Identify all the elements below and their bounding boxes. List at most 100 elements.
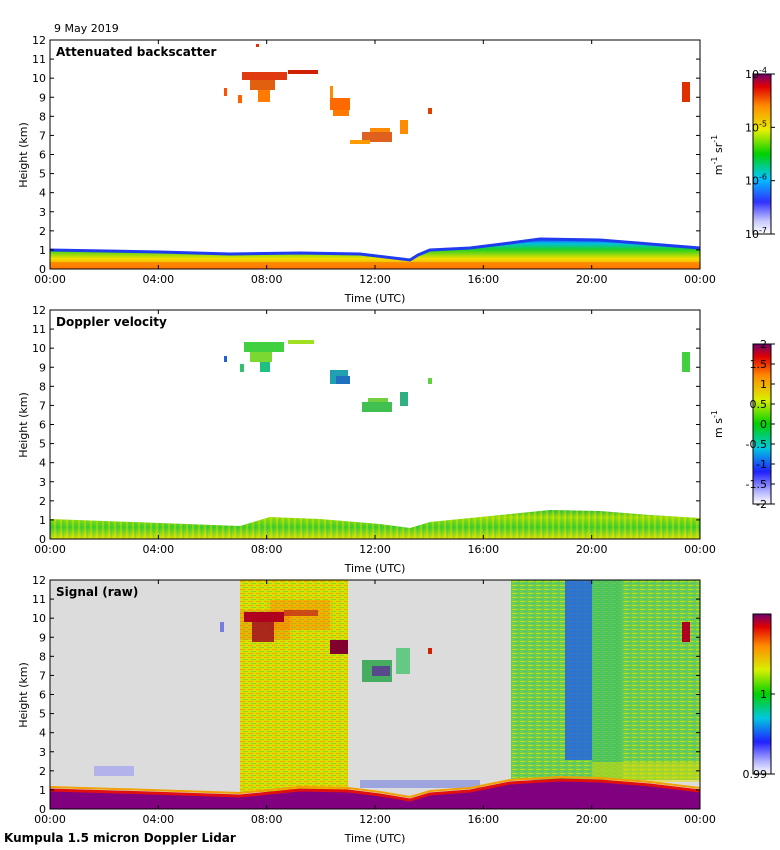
vel-colorbar-tick-label: -2 <box>756 498 767 511</box>
bs-y-tick-label: 5 <box>39 168 46 181</box>
vel-title: Doppler velocity <box>56 315 167 329</box>
sig-y-tick-label: 4 <box>39 727 46 740</box>
date-label: 9 May 2019 <box>54 22 119 35</box>
vel-x-tick-label: 16:00 <box>467 543 499 556</box>
vel-x-tick-label: 04:00 <box>142 543 174 556</box>
sig-ylabel: Height (km) <box>17 662 30 728</box>
sig-x-tick-label: 00:00 <box>684 813 716 826</box>
vel-cloud-right <box>682 352 690 372</box>
vel-colorbar-tick-label: 2 <box>760 338 767 351</box>
sig-title: Signal (raw) <box>56 585 138 599</box>
sig-y-tick-label: 9 <box>39 631 46 644</box>
vel-x-tick-label: 00:00 <box>34 543 66 556</box>
bs-cloud-right <box>682 82 690 102</box>
vel-y-tick-label: 0 <box>39 533 46 546</box>
bs-colorbar-tick-label: 10-6 <box>745 173 767 188</box>
bs-title: Attenuated backscatter <box>56 45 216 59</box>
vel-ylabel: Height (km) <box>17 392 30 458</box>
sig-y-tick-label: 1 <box>39 784 46 797</box>
bs-x-tick-label: 08:00 <box>251 273 283 286</box>
bs-cirrus <box>224 44 318 103</box>
sig-x-axis: 00:00 04:00 08:00 12:00 16:00 20:00 00:00 <box>34 580 716 826</box>
vel-colorbar-tick-label: -0.5 <box>746 438 767 451</box>
sig-x-tick-label: 00:00 <box>34 813 66 826</box>
bs-mid-cloud <box>350 108 432 144</box>
vel-colorbar-tick-label: -1 <box>756 458 767 471</box>
vel-colorbar-ticks: 2 1.5 1 0.5 0 -0.5 -1 -1.5 -2 <box>746 338 775 511</box>
vel-y-tick-label: 8 <box>39 380 46 393</box>
vel-xlabel: Time (UTC) <box>344 562 406 575</box>
vel-x-tick-label: 12:00 <box>359 543 391 556</box>
bs-ylabel: Height (km) <box>17 122 30 188</box>
sig-x-tick-label: 12:00 <box>359 813 391 826</box>
bs-xlabel: Time (UTC) <box>344 292 406 305</box>
vel-colorbar: 2 1.5 1 0.5 0 -0.5 -1 -1.5 -2 m s-1 <box>710 338 775 511</box>
bs-y-tick-label: 12 <box>32 34 46 47</box>
sig-y-tick-label: 10 <box>32 612 46 625</box>
bs-y-tick-label: 6 <box>39 149 46 162</box>
vel-y-tick-label: 6 <box>39 419 46 432</box>
bs-y-tick-label: 10 <box>32 72 46 85</box>
bs-boundary-layer <box>50 239 700 269</box>
bs-y-tick-label: 3 <box>39 206 46 219</box>
bs-colorbar-tick-label: 10-5 <box>745 119 767 134</box>
sig-y-tick-label: 11 <box>32 593 46 606</box>
bs-colorbar-ticks: 10-4 10-5 10-6 10-7 <box>745 66 775 241</box>
sig-colorbar-ticks: 10.99 <box>743 688 775 781</box>
vel-colorbar-tick-label: 1 <box>760 378 767 391</box>
sig-x-tick-label: 08:00 <box>251 813 283 826</box>
vel-y-tick-label: 4 <box>39 457 46 470</box>
vel-y-tick-label: 9 <box>39 361 46 374</box>
sig-y-tick-label: 3 <box>39 746 46 759</box>
bs-x-axis: 00:00 04:00 08:00 12:00 16:00 20:00 00:00 <box>34 40 716 286</box>
bs-y-tick-label: 11 <box>32 53 46 66</box>
bs-colorbar-unit: m-1 sr-1 <box>710 135 725 175</box>
vel-x-axis: 00:00 04:00 08:00 12:00 16:00 20:00 00:00 <box>34 310 716 556</box>
bs-falling-cloud <box>330 86 350 116</box>
bs-x-tick-label: 16:00 <box>467 273 499 286</box>
bs-x-tick-label: 20:00 <box>576 273 608 286</box>
bs-y-tick-label: 1 <box>39 244 46 257</box>
bs-y-tick-label: 2 <box>39 225 46 238</box>
sig-x-tick-label: 04:00 <box>142 813 174 826</box>
bs-boundary-layer-top <box>49 237 701 262</box>
vel-falling-cloud <box>330 370 350 384</box>
panel-velocity: Doppler velocity 00:00 04:00 08:00 12:00 16:… <box>17 304 775 575</box>
panel-backscatter: Attenuated backscatter 00:00 04:00 08:00 12… <box>17 34 775 305</box>
bs-y-tick-label: 4 <box>39 187 46 200</box>
bs-y-tick-label: 9 <box>39 91 46 104</box>
sig-y-tick-label: 2 <box>39 765 46 778</box>
vel-cirrus <box>224 340 314 372</box>
bs-y-tick-label: 7 <box>39 129 46 142</box>
vel-y-tick-label: 1 <box>39 514 46 527</box>
vel-colorbar-tick-label: 0 <box>760 418 767 431</box>
bs-y-tick-label: 0 <box>39 263 46 276</box>
vel-colorbar-tick-label: 0.5 <box>750 398 768 411</box>
vel-y-tick-label: 11 <box>32 323 46 336</box>
sig-y-tick-label: 7 <box>39 669 46 682</box>
vel-data <box>50 340 700 539</box>
vel-colorbar-unit: m s-1 <box>710 410 725 438</box>
vel-x-tick-label: 20:00 <box>576 543 608 556</box>
bs-colorbar: 10-4 10-5 10-6 10-7 m-1 sr-1 <box>710 66 775 241</box>
footer-label: Kumpula 1.5 micron Doppler Lidar <box>4 831 236 845</box>
bs-x-tick-label: 04:00 <box>142 273 174 286</box>
bs-colorbar-tick-label: 10-4 <box>745 66 767 81</box>
vel-y-tick-label: 2 <box>39 495 46 508</box>
sig-colorbar: 10.99 <box>743 613 775 781</box>
sig-y-tick-label: 5 <box>39 708 46 721</box>
sig-ground-edge <box>49 778 701 802</box>
sig-xlabel: Time (UTC) <box>344 832 406 845</box>
vel-boundary-texture <box>50 510 700 539</box>
vel-y-tick-label: 3 <box>39 476 46 489</box>
sig-data <box>49 580 701 809</box>
bs-x-tick-label: 00:00 <box>34 273 66 286</box>
sig-colorbar-tick-label: 1 <box>760 688 767 701</box>
sig-colorbar-tick-label: 0.99 <box>743 768 768 781</box>
sig-cloud-features <box>94 610 690 788</box>
vel-y-tick-label: 7 <box>39 399 46 412</box>
